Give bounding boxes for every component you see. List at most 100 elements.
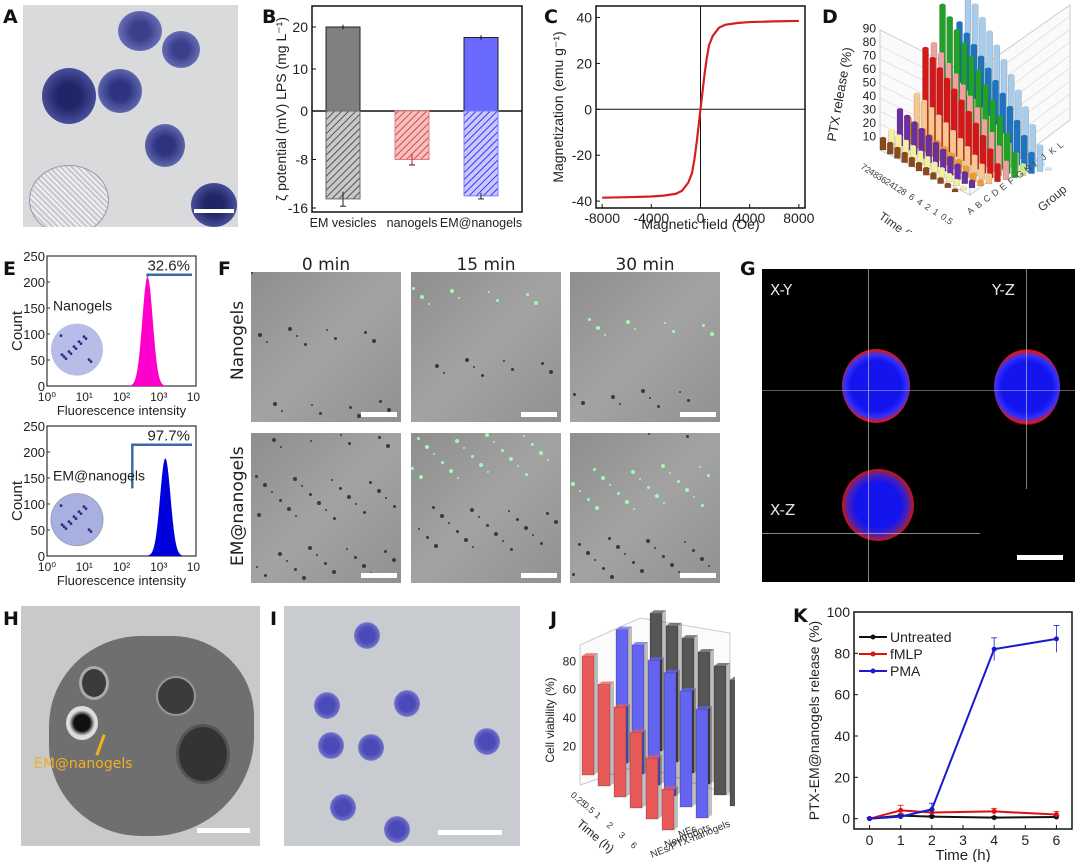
- bar-3d-top: [963, 165, 970, 169]
- bar-3d-top: [1020, 163, 1026, 167]
- bar-3d-top: [918, 127, 925, 131]
- fluorescent-particle: [455, 439, 459, 443]
- y-tick-label: 80: [563, 654, 577, 668]
- bar-3d-top: [977, 179, 984, 183]
- particle: [708, 565, 710, 567]
- bar-3d-top: [972, 3, 979, 7]
- panel-label-d: D: [822, 6, 838, 28]
- particle: [331, 479, 333, 481]
- particle: [684, 541, 686, 543]
- particle: [478, 516, 480, 518]
- bar-3d-top: [598, 681, 614, 685]
- group-tick-label: D: [989, 186, 1001, 198]
- bar-3d-top: [968, 55, 975, 59]
- particle: [443, 372, 445, 374]
- time-tick-label: 36: [875, 171, 889, 185]
- crosshair-vertical: [868, 269, 869, 582]
- y-tick-label: 200: [23, 275, 45, 290]
- gate-marker: [146, 273, 192, 277]
- x-axis-label: Fluorescence intensity: [57, 573, 187, 588]
- y-tick-label: -20: [572, 147, 592, 163]
- y-tick-label: 20: [576, 55, 592, 71]
- particle: [311, 404, 313, 406]
- bar-3d-top: [938, 52, 945, 56]
- time-tick-label: 2: [923, 201, 933, 212]
- y-axis-label: PTX-EM@nanogels release (%): [806, 621, 822, 820]
- particle: [472, 546, 474, 548]
- scale-bar: [194, 209, 234, 213]
- particle: [511, 368, 514, 371]
- y-axis-label: ζ potential (mV) LPS (mg L⁻¹): [273, 17, 289, 201]
- bar-3d-top: [978, 163, 985, 167]
- bar-3d-top: [616, 626, 632, 630]
- bar-3d-top: [904, 114, 911, 118]
- x-tick-label: 10⁰: [38, 560, 56, 574]
- bar-3d-top: [961, 171, 968, 175]
- fluorescent-particle: [596, 326, 600, 330]
- bar-3d-top: [902, 139, 909, 143]
- particle: [687, 399, 690, 402]
- y-tick-label: 0: [300, 103, 308, 119]
- bar-3d-top: [650, 610, 666, 614]
- time-tick-label: 2: [605, 820, 615, 831]
- bar-3d: [879, 138, 887, 151]
- inset-dot: [60, 523, 64, 526]
- particle: [632, 561, 635, 564]
- bar-3d: [947, 157, 954, 176]
- bar-3d-side: [660, 657, 664, 785]
- bar-3d-top: [895, 134, 902, 138]
- fluorescent-particle: [669, 472, 671, 474]
- x-tick-label: 10⁴: [187, 560, 200, 574]
- scale-bar: [680, 412, 716, 417]
- particle: [309, 493, 312, 496]
- fluorescent-particle: [593, 468, 596, 471]
- y-tick-label: 40: [576, 9, 592, 25]
- particle: [432, 506, 435, 509]
- plot-frame: [853, 611, 1073, 830]
- group-axis-label: Group: [1035, 182, 1070, 214]
- bar-3d-top: [614, 704, 630, 708]
- fluorescent-particle: [411, 467, 414, 470]
- inset-dot: [69, 352, 73, 355]
- bar-3d: [663, 672, 677, 797]
- group-tick-label: E: [998, 181, 1009, 193]
- fluorescent-particle: [547, 459, 549, 461]
- particle: [334, 337, 337, 340]
- particle: [191, 183, 237, 227]
- bar-3d-top: [1003, 160, 1009, 164]
- bar-3d-top: [999, 92, 1006, 96]
- bar-3d-top: [928, 107, 935, 111]
- particle: [646, 539, 650, 543]
- legend-marker: [870, 651, 876, 657]
- bar-3d-top: [974, 107, 981, 111]
- bar-3d: [931, 162, 938, 174]
- bar-3d-top: [959, 84, 966, 88]
- bar-3d-top: [971, 154, 978, 158]
- particle: [296, 335, 298, 337]
- bar-3d-top: [1015, 89, 1022, 93]
- x-tick-label: 6: [1053, 832, 1061, 848]
- fluorescent-particle: [493, 441, 495, 443]
- bar-3d-top: [952, 73, 959, 77]
- particle: [616, 545, 620, 549]
- group-tick-label: G: [1014, 168, 1026, 180]
- particle: [281, 410, 283, 412]
- bar-3d-top: [993, 44, 1000, 48]
- inset-dot: [74, 517, 78, 520]
- bar-3d-top: [937, 177, 944, 181]
- fluorescent-particle: [425, 445, 429, 449]
- y-tick-label: 20: [292, 19, 308, 35]
- plot-frame: [311, 5, 523, 213]
- bar-3d-top: [698, 649, 714, 653]
- fluorescent-particle: [655, 494, 659, 498]
- group-tick-label: J: [1039, 152, 1049, 163]
- particle: [434, 544, 438, 548]
- particle: [317, 501, 321, 505]
- y-tick-label: 250: [23, 250, 45, 264]
- bar-3d-top: [935, 114, 942, 118]
- y-tick-label: 30: [863, 103, 877, 117]
- bar-3d-top: [969, 179, 975, 183]
- bar-3d-top: [682, 635, 698, 639]
- scale-bar: [438, 830, 502, 835]
- particle: [255, 475, 258, 478]
